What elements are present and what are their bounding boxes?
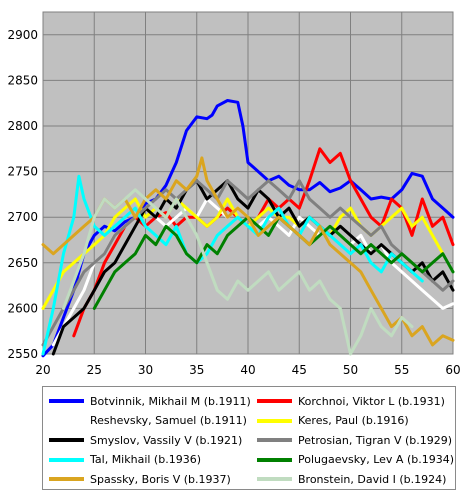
x-tick-label: 45 <box>292 363 307 377</box>
series-line-7 <box>92 215 455 310</box>
legend-label: Korchnoi, Viktor L (b.1931) <box>298 394 445 408</box>
legend-label: Petrosian, Tigran V (b.1929) <box>298 433 453 447</box>
grid <box>42 12 454 355</box>
y-tick-label: 2900 <box>7 28 38 42</box>
legend-item: Reshevsky, Samuel (b.1911) <box>49 412 247 430</box>
legend-swatch <box>257 399 292 403</box>
legend-label: Tal, Mikhail (b.1936) <box>90 453 201 466</box>
series-line-6 <box>41 174 424 356</box>
legend-item: Bronstein, David I (b.1924) <box>257 470 446 488</box>
legend-item: Smyslov, Vassily V (b.1921) <box>49 431 242 449</box>
legend-label: Keres, Paul (b.1916) <box>298 414 409 427</box>
series-line-5 <box>41 179 455 347</box>
y-tick-label: 2800 <box>7 119 38 133</box>
x-tick-label: 35 <box>189 363 204 377</box>
legend-label: Polugaevsky, Lev A (b.1934) <box>298 453 454 466</box>
legend-swatch <box>49 399 84 403</box>
legend-swatch <box>49 438 84 442</box>
x-tick-label: 20 <box>35 363 50 377</box>
legend-label: Bronstein, David I (b.1924) <box>298 472 447 486</box>
y-axis-ticks: 2550 2600 2650 2700 2750 2800 2850 2900 <box>7 28 38 361</box>
y-tick-label: 2650 <box>7 256 38 270</box>
y-tick-label: 2850 <box>7 73 38 87</box>
legend-item: Spassky, Boris V (b.1937) <box>49 470 231 488</box>
x-tick-label: 60 <box>445 363 460 377</box>
legend-item: Botvinnik, Mikhail M (b.1911) <box>49 392 251 410</box>
x-tick-label: 50 <box>343 363 358 377</box>
legend-swatch <box>49 418 84 423</box>
y-tick-label: 2550 <box>7 347 38 361</box>
series-line-9 <box>62 188 414 356</box>
legend-item: Korchnoi, Viktor L (b.1931) <box>257 392 445 410</box>
x-tick-label: 30 <box>138 363 153 377</box>
y-tick-label: 2600 <box>7 301 38 315</box>
legend-item: Polugaevsky, Lev A (b.1934) <box>257 451 454 469</box>
legend-item: Tal, Mikhail (b.1936) <box>49 451 201 469</box>
x-tick-label: 40 <box>240 363 255 377</box>
legend-swatch <box>49 477 84 481</box>
series-lines <box>41 99 455 358</box>
x-tick-label: 55 <box>394 363 409 377</box>
legend: Botvinnik, Mikhail M (b.1911) Korchnoi, V… <box>42 386 456 490</box>
legend-swatch <box>257 418 292 423</box>
legend-label: Botvinnik, Mikhail M (b.1911) <box>90 394 251 408</box>
x-axis-ticks: 20 25 30 35 40 45 50 55 60 <box>35 363 460 377</box>
legend-label: Spassky, Boris V (b.1937) <box>90 472 231 486</box>
legend-swatch <box>257 438 292 442</box>
legend-label: Smyslov, Vassily V (b.1921) <box>90 433 243 447</box>
series-line-4 <box>51 179 455 356</box>
y-tick-label: 2750 <box>7 165 38 179</box>
legend-label: Reshevsky, Samuel (b.1911) <box>90 414 247 427</box>
x-tick-label: 25 <box>87 363 102 377</box>
legend-swatch <box>257 477 292 481</box>
y-tick-label: 2700 <box>7 210 38 224</box>
legend-item: Petrosian, Tigran V (b.1929) <box>257 431 452 449</box>
series-line-0 <box>41 99 455 358</box>
legend-swatch <box>257 457 292 462</box>
series-line-1 <box>72 147 455 338</box>
legend-item: Keres, Paul (b.1916) <box>257 412 409 430</box>
legend-swatch <box>49 457 84 462</box>
